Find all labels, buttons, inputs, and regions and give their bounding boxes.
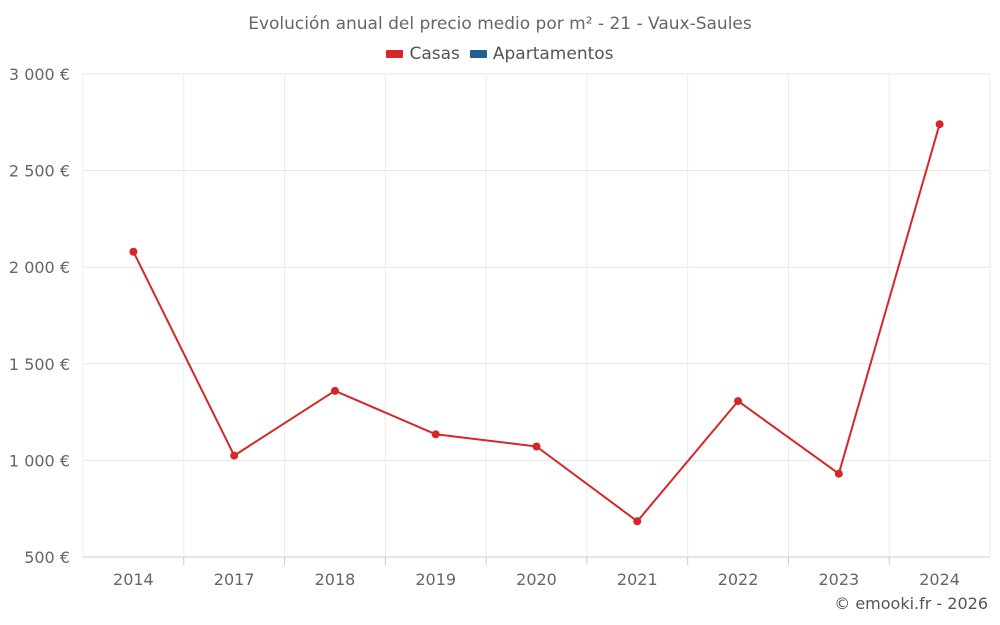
grid: [82, 73, 991, 557]
x-tick-label: 2021: [617, 570, 658, 589]
legend-item-apartamentos[interactable]: Apartamentos: [469, 44, 614, 64]
x-tick-label: 2023: [818, 570, 859, 589]
x-tick-label: 2014: [113, 570, 154, 589]
legend-label-casas: Casas: [409, 44, 460, 64]
data-point[interactable]: [834, 469, 843, 478]
legend: Casas Apartamentos: [0, 44, 1000, 64]
legend-label-apartamentos: Apartamentos: [492, 44, 614, 64]
y-tick-label: 1 000 €: [9, 451, 70, 470]
legend-swatch-casas: [386, 50, 404, 58]
series-line: [132, 123, 941, 523]
x-tick-label: 2022: [718, 570, 759, 589]
data-point[interactable]: [431, 430, 440, 439]
x-tick-label: 2018: [315, 570, 356, 589]
x-tick-label: 2020: [516, 570, 557, 589]
y-tick-label: 1 500 €: [9, 355, 70, 374]
data-point[interactable]: [129, 247, 138, 256]
y-tick-label: 2 500 €: [9, 162, 70, 181]
y-tick-label: 2 000 €: [9, 258, 70, 277]
series-casas: [129, 120, 944, 526]
legend-item-casas[interactable]: Casas: [386, 44, 460, 64]
y-tick-label: 3 000 €: [9, 65, 70, 84]
credits: © emooki.fr - 2026: [834, 594, 988, 613]
legend-swatch-apartamentos: [469, 50, 487, 58]
data-point[interactable]: [734, 397, 743, 406]
x-tick-label: 2019: [415, 570, 456, 589]
data-point[interactable]: [230, 451, 239, 460]
data-point[interactable]: [935, 120, 944, 129]
x-axis: 2014 2017 2018 2019 2020 2021 2022 2023 2024: [83, 556, 990, 589]
data-point[interactable]: [330, 386, 339, 395]
x-tick-label: 2024: [919, 570, 960, 589]
chart-title: Evolución anual del precio medio por m² …: [248, 14, 752, 34]
data-point[interactable]: [633, 517, 642, 526]
y-tick-label: 500 €: [24, 548, 70, 567]
y-axis: 3 000 € 2 500 € 2 000 € 1 500 € 1 000 € 500 €: [9, 65, 70, 567]
data-point[interactable]: [532, 442, 541, 451]
x-tick-label: 2017: [214, 570, 255, 589]
